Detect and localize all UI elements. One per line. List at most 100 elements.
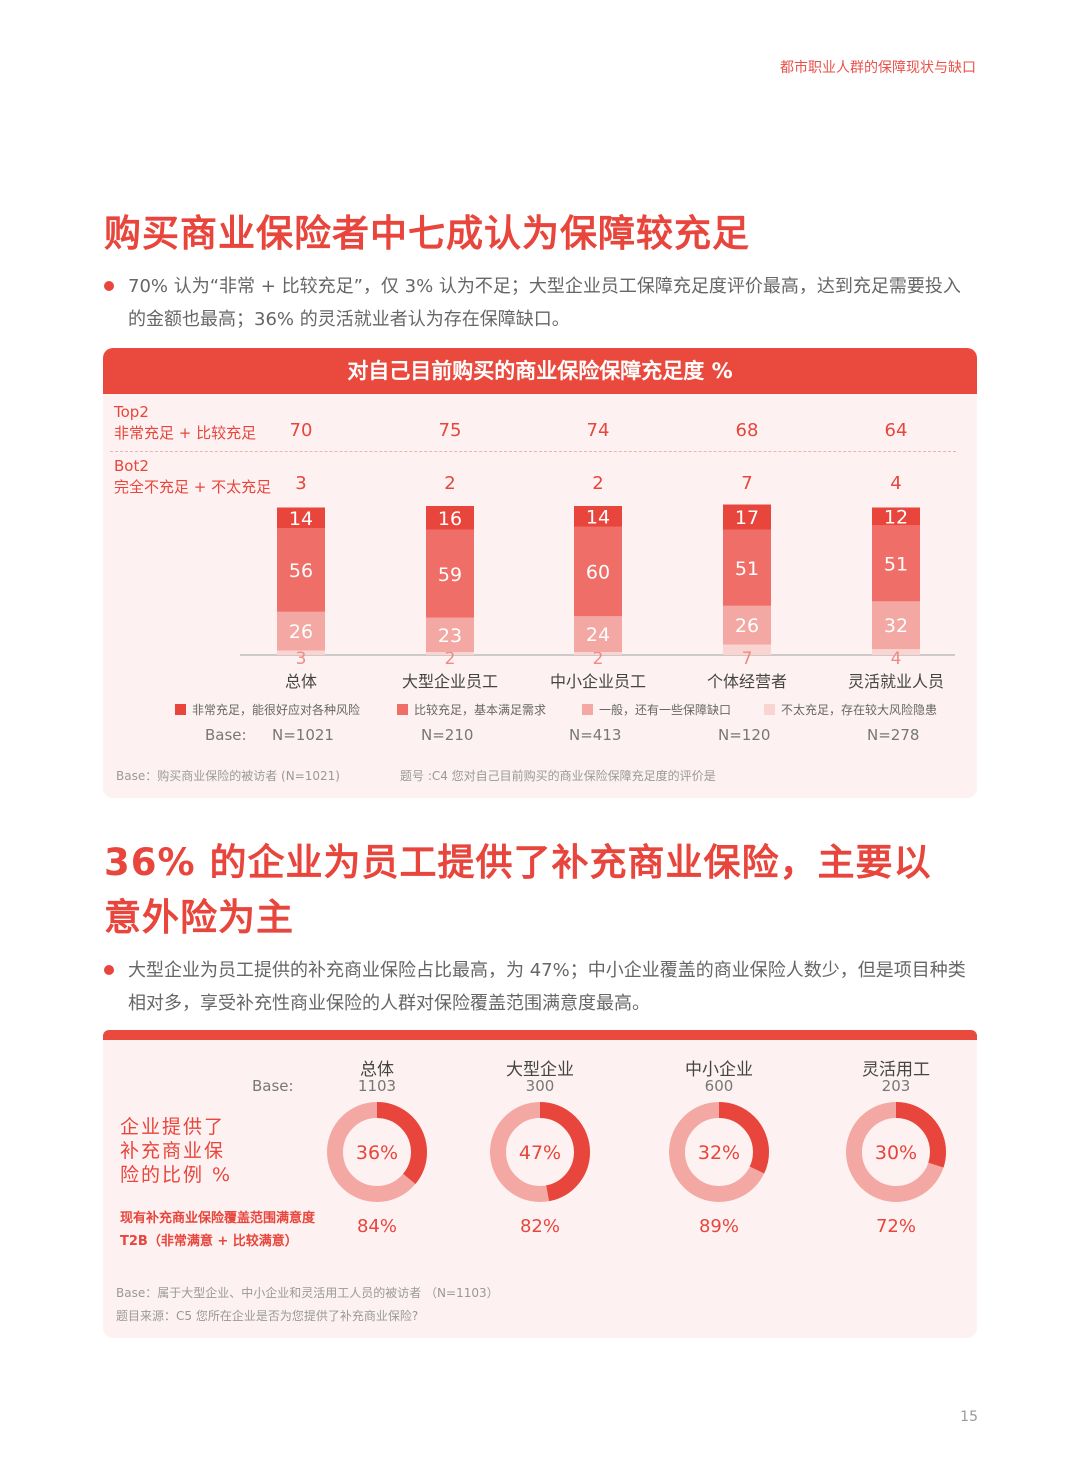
bar-value-label: 12 (884, 506, 908, 528)
chart1-note-base: Base：购买商业保险的被访者 (N=1021) (116, 769, 340, 783)
donut-value-label: 32% (698, 1142, 740, 1164)
bar-segment (426, 506, 474, 530)
chart2-row2-label-line2: T2B（非常满意 + 比较满意） (120, 1234, 298, 1249)
chart1-legend: 非常充足，能很好应对各种风险 比较充足，基本满足需求 一般，还有一些保障缺口 不太充足… (175, 701, 975, 718)
bar-value-label: 2 (445, 649, 456, 669)
bar-segment (277, 650, 325, 655)
bot2-label-line1: Bot2 (114, 457, 149, 475)
legend-swatch (582, 704, 593, 715)
legend-swatch (397, 704, 408, 715)
chart1-note-question: 题号 :C4 您对自己目前购买的商业保险保障充足度的评价是 (400, 769, 716, 783)
category-label: 个体经营者 (706, 672, 787, 691)
section2-title-line2: 意外险为主 (104, 896, 294, 939)
bar-value-label: 59 (438, 564, 462, 586)
bar-value-label: 2 (593, 649, 604, 669)
base-value: N=413 (569, 726, 622, 744)
category-label: 中小企业员工 (549, 672, 646, 691)
section1-bullet: 70% 认为“非常 + 比较充足”，仅 3% 认为不足；大型企业员工保障充足度评… (104, 270, 978, 336)
donut-chart: 32% (669, 1102, 769, 1202)
chart1-panel (103, 348, 977, 798)
donut-category: 中小企业 (685, 1060, 753, 1080)
category-label: 灵活就业人员 (847, 672, 944, 691)
bot2-label-line2: 完全不充足 + 不太充足 (114, 478, 272, 496)
bar-segment (723, 605, 771, 645)
chart2-note-question: 题目来源：C5 您所在企业是否为您提供了补充商业保险? (116, 1309, 419, 1323)
donut-value-label: 30% (875, 1142, 917, 1164)
satisfaction-value: 72% (875, 1216, 916, 1237)
donut-slice (669, 1102, 769, 1202)
bar-value-label: 56 (289, 560, 313, 582)
donut-slice (327, 1102, 427, 1202)
chart2-row2-label: 现有补充商业保险覆盖范围满意度 T2B（非常满意 + 比较满意） (120, 1207, 315, 1253)
bar-segment (574, 526, 622, 617)
bot2-value: 4 (890, 473, 902, 494)
section2-bullet: 大型企业为员工提供的补充商业保险占比最高，为 47%；中小企业覆盖的商业保险人数… (104, 954, 978, 1020)
bot2-value: 2 (444, 473, 456, 494)
top2-value: 70 (289, 420, 313, 441)
report-header-tag: 都市职业人群的保障现状与缺口 (780, 60, 976, 76)
chart2-note-base: Base：属于大型企业、中小企业和灵活用工人员的被访者 （N=1103） (116, 1286, 499, 1300)
bar-segment (574, 652, 622, 655)
bar-value-label: 26 (289, 621, 313, 643)
category-label: 总体 (284, 672, 317, 691)
chart2-top-bar (103, 1030, 977, 1040)
bar-segment (723, 504, 771, 530)
divider-line (110, 451, 956, 452)
legend-item: 不太充足，存在较大风险隐患 (764, 701, 964, 718)
bar-segment (277, 528, 325, 612)
bar-segment (723, 644, 771, 655)
bar-value-label: 60 (586, 562, 610, 584)
top2-value: 64 (884, 420, 908, 441)
donut-slice (490, 1102, 590, 1202)
top2-value: 74 (586, 420, 610, 441)
legend-item: 非常充足，能很好应对各种风险 (175, 701, 397, 718)
bot2-value: 3 (295, 473, 307, 494)
section2-title-line1: 36% 的企业为员工提供了补充商业保险，主要以 (104, 841, 932, 884)
base-value: N=210 (421, 726, 474, 744)
chart2-row1-label: 企业提供了补充商业保险的比例 % (120, 1116, 233, 1186)
legend-swatch (175, 704, 186, 715)
top2-label: Top2 非常充足 + 比较充足 (114, 402, 256, 444)
base-value: N=278 (867, 726, 920, 744)
donut-base: 203 (881, 1077, 911, 1095)
donut-chart: 47% (490, 1102, 590, 1202)
bar-value-label: 16 (438, 508, 462, 530)
top2-value: 68 (735, 420, 759, 441)
section1-bullet-text: 70% 认为“非常 + 比较充足”，仅 3% 认为不足；大型企业员工保障充足度评… (128, 276, 961, 330)
bullet-dot-icon (104, 281, 114, 291)
bar-segment (872, 507, 920, 526)
satisfaction-value: 84% (356, 1216, 397, 1237)
satisfaction-value: 89% (698, 1216, 739, 1237)
donut-base: 600 (704, 1077, 734, 1095)
bar-segment (426, 617, 474, 653)
chart2-base-label: Base: (252, 1077, 294, 1095)
base-value: N=120 (718, 726, 771, 744)
bar-value-label: 4 (891, 649, 902, 669)
donut-chart: 36% (327, 1102, 427, 1202)
bullet-dot-icon (104, 965, 114, 975)
legend-item: 比较充足，基本满足需求 (397, 701, 582, 718)
chart1-base-label: Base: (205, 726, 247, 744)
chart2-panel (103, 1030, 977, 1338)
donut-slice (846, 1102, 946, 1202)
bar-segment (872, 649, 920, 655)
donut-value-label: 36% (356, 1142, 398, 1164)
bar-segment (723, 529, 771, 606)
bot2-value: 2 (592, 473, 604, 494)
donut-category: 灵活用工 (862, 1060, 930, 1080)
bar-segment (872, 601, 920, 650)
legend-label: 一般，还有一些保障缺口 (599, 703, 732, 717)
donut-category: 总体 (360, 1060, 394, 1080)
bar-value-label: 32 (884, 615, 908, 637)
bar-value-label: 51 (884, 553, 908, 575)
chart1-title: 对自己目前购买的商业保险保障充足度 % (103, 348, 977, 394)
section1-title: 购买商业保险者中七成认为保障较充足 (104, 212, 750, 255)
bar-segment (277, 507, 325, 529)
bar-value-label: 17 (735, 507, 759, 529)
bar-segment (426, 529, 474, 618)
legend-label: 比较充足，基本满足需求 (414, 703, 547, 717)
chart2-row2-label-line1: 现有补充商业保险覆盖范围满意度 (120, 1211, 316, 1226)
bar-value-label: 23 (438, 625, 462, 647)
legend-item: 一般，还有一些保障缺口 (582, 701, 764, 718)
top2-label-line1: Top2 (114, 403, 149, 421)
